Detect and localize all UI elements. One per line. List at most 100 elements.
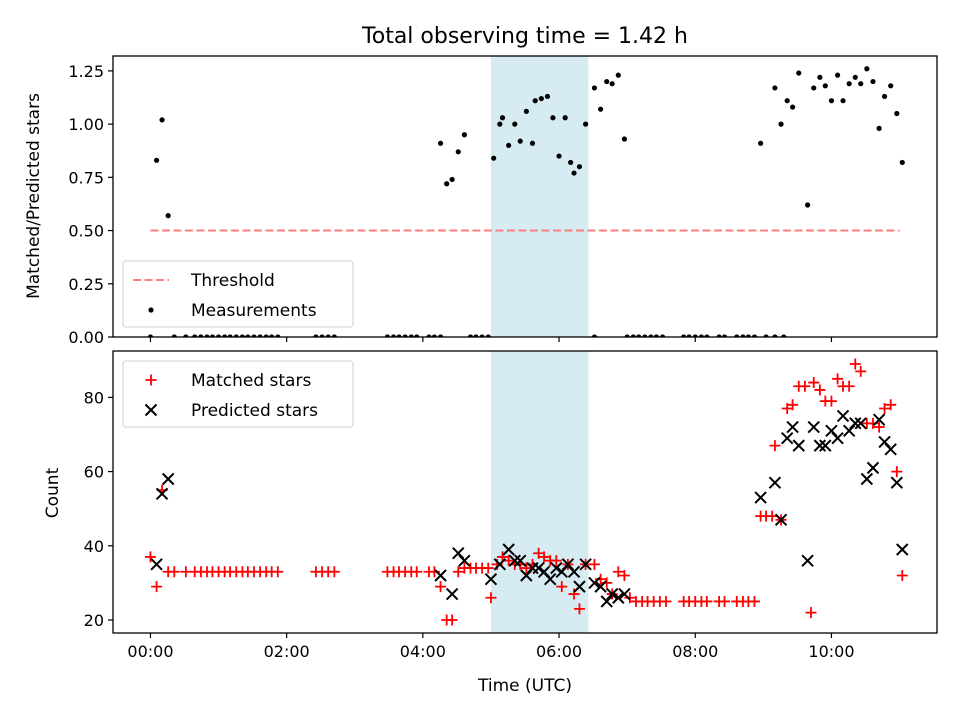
bottom-series-matched-stars-point — [168, 566, 180, 578]
top-series-measurements-point — [609, 81, 615, 87]
bottom-series-predicted-stars-point — [792, 439, 805, 452]
top-series-measurements-point — [615, 72, 621, 78]
bottom-series-matched-stars-point — [435, 581, 447, 593]
top-series-measurements-point — [491, 155, 497, 161]
bottom-series-predicted-stars-point — [819, 439, 832, 452]
bottom-series-predicted-stars-point — [896, 543, 909, 556]
top-series-measurements-point — [858, 81, 864, 87]
top-series-measurements-point — [621, 136, 628, 142]
bottom-series-matched-stars-point — [701, 595, 713, 607]
bottom-x-tick-label: 02:00 — [264, 642, 310, 661]
top-chart-highlight-span — [490, 56, 589, 337]
top-series-measurements-point — [529, 140, 536, 146]
bottom-series-matched-stars-point — [719, 595, 731, 607]
bottom-series-matched-stars-point — [452, 566, 464, 578]
top-chart-y-axis-label: Matched/Predicted stars — [24, 93, 44, 299]
bottom-y-tick-label: 60 — [84, 463, 104, 482]
top-y-tick-label: 0.00 — [68, 328, 104, 347]
top-series-measurements-point — [437, 140, 444, 146]
bottom-series-predicted-stars-point — [508, 554, 521, 567]
bottom-legend-matched-stars-swatch — [145, 374, 157, 386]
bottom-chart-legend: Matched stars Predicted stars — [122, 360, 354, 428]
top-series-measurements-point — [805, 202, 811, 208]
top-series-measurements-point — [499, 115, 506, 121]
bottom-y-tick-label: 40 — [84, 537, 104, 556]
top-series-measurements-point — [894, 110, 900, 117]
bottom-series-matched-stars-point — [873, 421, 885, 433]
top-series-measurements-point — [846, 81, 852, 87]
bottom-series-predicted-stars-point — [600, 595, 613, 608]
top-series-measurements-point — [796, 70, 802, 76]
top-series-measurements-point — [881, 93, 888, 100]
bottom-chart: 20 40 60 80 00:00 02:00 04:00 06:00 08:00 10:00 Ma… — [84, 350, 938, 661]
top-series-measurements-point — [597, 106, 604, 112]
top-series-measurements-point — [576, 164, 583, 170]
top-series-measurements-point — [532, 98, 538, 104]
bottom-series-predicted-stars-point — [573, 580, 586, 593]
bottom-series-matched-stars-point — [825, 395, 837, 407]
bottom-series-predicted-stars-point — [550, 561, 563, 575]
top-series-measurements-point — [538, 95, 544, 102]
bottom-y-tick-label: 80 — [84, 388, 104, 407]
bottom-series-matched-stars-point — [446, 614, 458, 626]
top-legend-measurements-label: Measurements — [191, 301, 317, 321]
bottom-series-predicted-stars-point — [458, 554, 471, 567]
bottom-series-predicted-stars-point — [493, 558, 507, 571]
bottom-series-matched-stars-point — [891, 466, 903, 478]
bottom-x-tick-label: 06:00 — [536, 642, 582, 661]
top-series-measurements-point — [571, 170, 577, 176]
bottom-series-matched-stars-point — [843, 380, 855, 392]
bottom-series-predicted-stars-point — [543, 572, 557, 586]
bottom-series-predicted-stars-point — [866, 461, 880, 475]
bottom-series-predicted-stars-point — [594, 580, 607, 593]
top-series-measurements-point — [811, 85, 817, 91]
top-series-measurements-point — [461, 132, 467, 138]
bottom-series-matched-stars-point — [624, 592, 636, 604]
bottom-series-matched-stars-point — [832, 373, 844, 385]
bottom-series-predicted-stars-point — [514, 554, 527, 567]
bottom-series-matched-stars-point — [769, 440, 781, 452]
bottom-x-tick-label: 04:00 — [400, 642, 446, 661]
bottom-series-predicted-stars-point — [786, 420, 799, 434]
top-y-tick-label: 1.25 — [68, 62, 104, 81]
top-series-measurements-point — [455, 149, 461, 155]
top-series-measurements-point — [497, 121, 503, 127]
bottom-series-matched-stars-point — [588, 558, 600, 570]
bottom-series-matched-stars-point — [814, 384, 826, 396]
bottom-series-matched-stars-point — [885, 399, 897, 411]
top-series-measurements-point — [870, 78, 876, 85]
bottom-series-matched-stars-point — [503, 555, 515, 567]
bottom-series-matched-stars-point — [272, 566, 284, 578]
bottom-series-matched-stars-point — [618, 569, 630, 581]
bottom-series-matched-stars-point — [573, 603, 585, 615]
bottom-series-matched-stars-point — [855, 365, 867, 377]
bottom-series-predicted-stars-point — [884, 443, 897, 456]
top-legend-threshold-label: Threshold — [190, 271, 275, 291]
top-series-measurements-point — [512, 121, 518, 127]
bottom-series-matched-stars-point — [799, 380, 811, 392]
bottom-series-predicted-stars-point — [484, 572, 498, 586]
top-series-measurements-point — [852, 74, 858, 80]
bottom-series-matched-stars-point — [482, 562, 494, 574]
top-series-measurements-point — [568, 159, 574, 166]
bottom-series-predicted-stars-point — [860, 472, 874, 486]
bottom-series-predicted-stars-point — [532, 561, 545, 575]
top-chart: 0.00 0.25 0.50 0.75 1.00 1.25 Threshold Measure… — [68, 55, 938, 347]
bottom-legend-matched-stars-label: Matched stars — [191, 371, 311, 391]
bottom-series-predicted-stars-point — [618, 587, 631, 601]
bottom-series-predicted-stars-point — [774, 513, 788, 527]
bottom-series-matched-stars-point — [849, 358, 861, 370]
top-y-tick-label: 0.50 — [68, 222, 104, 241]
top-series-measurements-point — [523, 108, 529, 114]
top-series-measurements-point — [864, 66, 870, 72]
top-series-measurements-point — [778, 121, 784, 127]
top-chart-title: Total observing time = 1.42 h — [361, 24, 688, 49]
bottom-series-matched-stars-point — [144, 551, 156, 563]
bottom-chart-highlight-span — [490, 351, 589, 633]
bottom-series-matched-stars-point — [328, 566, 340, 578]
top-series-measurements-point — [583, 121, 589, 127]
top-legend-measurements-swatch — [148, 307, 154, 313]
bottom-series-matched-stars-point — [805, 607, 817, 619]
top-chart-legend: Threshold Measurements — [122, 260, 354, 328]
